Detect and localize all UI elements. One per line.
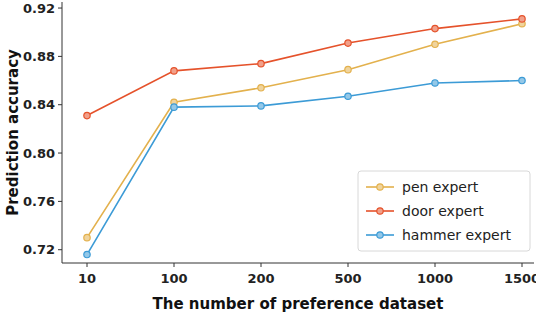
series-marker xyxy=(345,40,351,46)
legend: pen expert door expert hammer expert xyxy=(358,171,530,251)
legend-label: pen expert xyxy=(402,179,479,195)
x-tick-label: 1000 xyxy=(417,271,453,286)
y-axis-title: Prediction accuracy xyxy=(4,49,22,216)
series-marker xyxy=(258,103,264,109)
y-axis-line xyxy=(62,2,63,263)
legend-marker xyxy=(377,208,383,214)
y-tick xyxy=(58,201,62,202)
series-marker xyxy=(258,60,264,66)
legend-marker xyxy=(377,232,383,238)
legend-box xyxy=(358,171,530,251)
x-tick-label: 100 xyxy=(160,271,187,286)
y-tick-label: 0.88 xyxy=(23,49,55,64)
series-marker xyxy=(432,25,438,31)
x-tick-label: 500 xyxy=(334,271,361,286)
chart-svg: 0.72 0.76 0.80 0.84 0.88 0.92 10 100 200 500 1000 1… xyxy=(0,0,536,316)
series-marker xyxy=(519,77,525,83)
series-marker xyxy=(84,234,90,240)
x-axis-line xyxy=(62,263,534,264)
x-axis-title: The number of preference dataset xyxy=(153,295,444,313)
y-tick-label: 0.84 xyxy=(23,97,55,112)
y-tick-label: 0.72 xyxy=(23,242,55,257)
y-tick-label: 0.76 xyxy=(23,194,55,209)
y-tick xyxy=(58,153,62,154)
x-tick-label: 10 xyxy=(78,271,96,286)
series-marker xyxy=(171,68,177,74)
x-tick xyxy=(261,263,262,267)
series-line xyxy=(87,24,522,238)
series-marker xyxy=(84,251,90,257)
x-tick xyxy=(435,263,436,267)
legend-label: door expert xyxy=(402,203,484,219)
y-tick-label: 0.92 xyxy=(23,1,55,16)
y-tick xyxy=(58,56,62,57)
x-tick xyxy=(522,263,523,267)
x-tick xyxy=(174,263,175,267)
y-tick xyxy=(58,8,62,9)
series-marker xyxy=(258,85,264,91)
series-marker xyxy=(432,41,438,47)
x-tick-label: 200 xyxy=(247,271,274,286)
legend-label: hammer expert xyxy=(402,227,511,243)
chart-root: 0.72 0.76 0.80 0.84 0.88 0.92 10 100 200 500 1000 1… xyxy=(0,0,536,316)
legend-marker xyxy=(377,184,383,190)
series-marker xyxy=(519,16,525,22)
series-marker xyxy=(345,93,351,99)
series-marker xyxy=(171,104,177,110)
series-marker xyxy=(84,112,90,118)
x-tick xyxy=(348,263,349,267)
series-marker xyxy=(432,80,438,86)
y-tick-label: 0.80 xyxy=(23,146,55,161)
series-line xyxy=(87,81,522,255)
y-tick xyxy=(58,249,62,250)
y-tick xyxy=(58,104,62,105)
x-tick-label: 1500 xyxy=(504,271,536,286)
x-tick xyxy=(87,263,88,267)
series-marker xyxy=(345,66,351,72)
